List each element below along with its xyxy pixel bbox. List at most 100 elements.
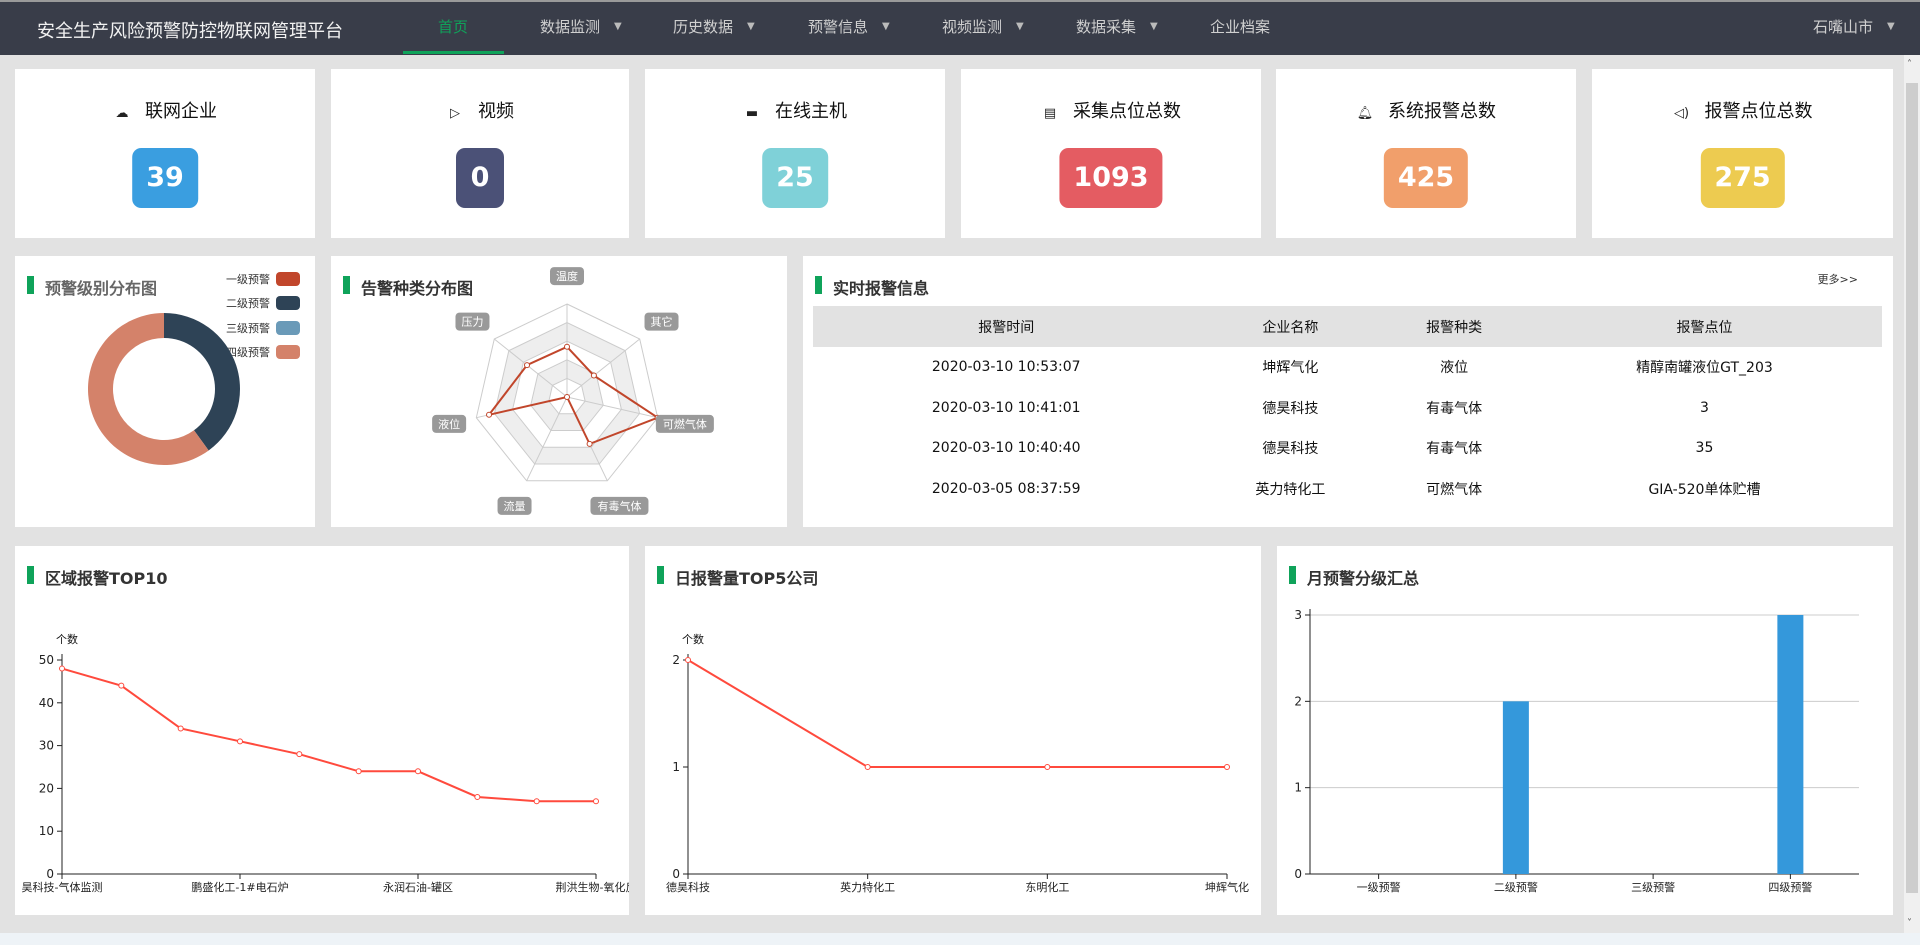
radar-indicator-badge: [455, 312, 490, 331]
stat-card-alarm-points[interactable]: ◁) 报警点位总数 275: [1592, 69, 1893, 238]
column-header: 报警点位: [1526, 306, 1882, 347]
x-tick-label: 一级预警: [1357, 880, 1401, 894]
cell-company: 德昊科技: [1262, 400, 1319, 417]
stat-card-system-alarms[interactable]: 🔔︎ 系统报警总数 425: [1276, 69, 1576, 238]
nav-label: 企业档案: [1210, 18, 1271, 36]
x-tick-label: 英力特化工: [840, 880, 895, 894]
y-tick-label: 2: [672, 653, 680, 667]
cell-type: 可燃气体: [1426, 481, 1483, 498]
stat-card-online-hosts[interactable]: ▬ 在线主机 25: [645, 69, 945, 238]
nav-home[interactable]: 首页: [438, 16, 468, 37]
column-header: 企业名称: [1199, 306, 1382, 347]
stat-value: 39: [132, 148, 198, 208]
stat-card-video[interactable]: ▷ 视频 0: [331, 69, 629, 238]
data-point: [1044, 764, 1051, 770]
radar-indicator-label: 压力: [461, 316, 483, 329]
nav-data-monitoring[interactable]: 数据监测 ▼: [540, 16, 622, 37]
region-top10-line-chart: 个数 0 10 20 30 40 50 昊科技-气体监测 鹏盛化工-1#电石炉 永润石油-罐区 荆洪…: [22, 633, 629, 894]
x-tick-label: 二级预警: [1494, 880, 1538, 894]
alarm-type-panel: 告警种类分布图 温度 其它 可燃气体 有毒气体 流量 液位 压力: [331, 256, 787, 527]
radar-indicator-badge: [432, 414, 467, 433]
nav-label: 视频监测: [942, 18, 1003, 36]
stat-card-connected-enterprises[interactable]: ☁ 联网企业 39: [15, 69, 315, 238]
x-tick-label: 永润石油-罐区: [383, 880, 453, 894]
caret-down-icon: ▼: [1150, 21, 1158, 32]
y-tick-label: 20: [39, 781, 54, 795]
clipboard-icon: ▤: [1043, 106, 1057, 121]
nav-enterprise-archive[interactable]: 企业档案: [1210, 16, 1270, 37]
caret-down-icon: ▼: [882, 21, 890, 32]
region-selector[interactable]: 石嘴山市 ▼: [1813, 16, 1895, 37]
legend-item[interactable]: 二级预警: [226, 295, 300, 311]
nav-label: 数据采集: [1076, 18, 1137, 36]
daily-top5-line-chart: 个数 0 1 2 德昊科技 英力特化工 东明化工 坤辉气化: [666, 633, 1249, 894]
data-point: [533, 798, 540, 805]
x-tick-label: 鹏盛化工-1#电石炉: [191, 880, 288, 894]
cell-point: 3: [1699, 399, 1709, 416]
cell-company: 英力特化工: [1255, 481, 1326, 498]
radar-indicator-label: 其它: [651, 315, 673, 329]
column-header: 报警种类: [1381, 306, 1527, 347]
caret-down-icon: ▼: [1016, 21, 1024, 32]
data-point: [474, 793, 481, 800]
scrollbar-thumb[interactable]: [1906, 83, 1918, 893]
nav-label: 历史数据: [673, 18, 734, 36]
app-title: 安全生产风险预警防控物联网管理平台: [37, 21, 343, 42]
panel-title: 实时报警信息: [815, 275, 929, 299]
x-tick-label: 德昊科技: [666, 880, 710, 894]
legend-item[interactable]: 四级预警: [226, 344, 300, 360]
y-tick-label: 10: [39, 824, 54, 838]
table-row[interactable]: 2020-03-10 10:53:07 坤辉气化 液位 精醇南罐液位GT_203: [813, 347, 1882, 388]
nav-data-collection[interactable]: 数据采集 ▼: [1076, 16, 1158, 37]
nav-label: 首页: [438, 18, 469, 36]
table-header-row: 报警时间 企业名称 报警种类 报警点位: [813, 306, 1882, 347]
region-top10-panel: 区域报警TOP10 个数 0 10 20 30 40 50 昊科技-气体监测 鹏盛化工-1#电石…: [15, 546, 629, 915]
legend-label: 一级预警: [226, 273, 270, 286]
cell-type: 有毒气体: [1426, 400, 1483, 417]
legend-label: 三级预警: [226, 322, 270, 335]
radar-point: [524, 362, 531, 369]
data-point: [118, 682, 125, 689]
cell-time: 2020-03-10 10:53:07: [931, 359, 1081, 376]
nav-video-monitoring[interactable]: 视频监测 ▼: [942, 16, 1024, 37]
donut-slice: [87, 313, 209, 465]
data-point: [296, 751, 303, 758]
nav-label: 数据监测: [540, 18, 601, 36]
more-link[interactable]: 更多>>: [1817, 273, 1858, 286]
nav-history-data[interactable]: 历史数据 ▼: [673, 16, 755, 37]
nav-warning-info[interactable]: 预警信息 ▼: [808, 16, 890, 37]
table-row[interactable]: 2020-03-10 10:40:40 德昊科技 有毒气体 35: [813, 428, 1882, 469]
data-point: [237, 738, 243, 745]
legend-swatch: [276, 296, 300, 310]
table-row[interactable]: 2020-03-05 08:37:59 英力特化工 可燃气体 GIA-520单体贮槽: [813, 469, 1882, 510]
radar-indicator-badge: [655, 414, 714, 433]
y-tick-label: 30: [39, 739, 54, 753]
x-tick-label: 东明化工: [1025, 880, 1069, 894]
scroll-down-icon[interactable]: ˅: [1907, 918, 1912, 929]
x-tick-label: 昊科技-气体监测: [22, 880, 103, 894]
y-tick-label: 1: [672, 760, 680, 774]
cell-company: 德昊科技: [1262, 441, 1319, 458]
radar-axis-line: [566, 396, 658, 419]
stat-label: 系统报警总数: [1388, 101, 1496, 122]
data-point: [59, 665, 65, 672]
data-point: [864, 764, 871, 770]
y-axis-label: 个数: [682, 633, 704, 646]
vertical-scrollbar[interactable]: ˄ ˅: [1904, 55, 1920, 933]
legend-label: 四级预警: [226, 346, 270, 359]
y-tick-label: 40: [39, 696, 54, 710]
cell-company: 坤辉气化: [1262, 360, 1319, 377]
radar-indicator-label: 温度: [556, 269, 578, 283]
x-tick-label: 坤辉气化: [1205, 880, 1249, 894]
column-header: 报警时间: [813, 306, 1200, 347]
speaker-icon: ◁): [1673, 106, 1690, 121]
scroll-up-icon[interactable]: ˄: [1907, 59, 1912, 70]
legend-item[interactable]: 三级预警: [226, 320, 300, 336]
stat-card-collection-points[interactable]: ▤ 采集点位总数 1093: [961, 69, 1261, 238]
region-label: 石嘴山市: [1813, 18, 1874, 36]
legend-item[interactable]: 一级预警: [226, 271, 300, 287]
bar: [1777, 615, 1804, 874]
radar-indicator-badge: [497, 496, 532, 515]
table-row[interactable]: 2020-03-10 10:41:01 德昊科技 有毒气体 3: [813, 388, 1882, 429]
stat-value: 0: [456, 148, 504, 208]
